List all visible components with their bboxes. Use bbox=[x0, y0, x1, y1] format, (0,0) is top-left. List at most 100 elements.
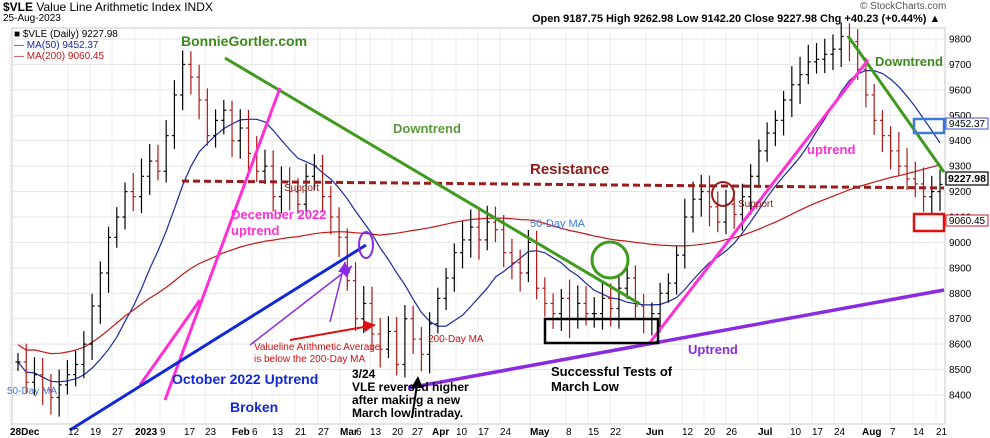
x-tick-label: 7 bbox=[890, 427, 896, 438]
ohlc-bar bbox=[385, 316, 391, 359]
ohlc-bar bbox=[674, 246, 680, 295]
x-tick-label: Mar bbox=[340, 427, 358, 438]
support-label-1: Support bbox=[284, 183, 319, 194]
dec-uptrend-line-a bbox=[163, 87, 282, 401]
oct-uptrend-label: October 2022 Uptrend bbox=[172, 371, 318, 387]
x-tick-label: 17 bbox=[184, 427, 196, 438]
ohlc-bar bbox=[789, 66, 795, 118]
x-tick-label: 13 bbox=[272, 427, 284, 438]
march-uptrend-line bbox=[407, 288, 945, 390]
tests-line1: Successful Tests of bbox=[551, 364, 673, 379]
ohlc-bar bbox=[81, 331, 87, 379]
header-name: Value Line Arithmetic Index INDX bbox=[36, 0, 213, 14]
x-tick-label: 27 bbox=[318, 427, 330, 438]
ohlc-bar bbox=[460, 221, 466, 269]
ohlc-bar bbox=[632, 265, 638, 319]
ohlc-bar bbox=[698, 174, 704, 217]
ohlc-bar bbox=[320, 154, 326, 213]
ohlc-bar bbox=[657, 282, 663, 333]
ma50-mid-label: 50-Day MA bbox=[530, 218, 586, 230]
ohlc-bar bbox=[303, 163, 309, 216]
header-symbol-line: $VLE Value Line Arithmetic Index INDX bbox=[3, 0, 213, 14]
reversal-line2: VLE reversed higher bbox=[352, 380, 469, 394]
x-tick-label: 12 bbox=[682, 427, 694, 438]
ohlc-bar bbox=[690, 181, 696, 233]
ohlc-bar bbox=[814, 43, 820, 74]
x-tick-label: 15 bbox=[588, 427, 600, 438]
ohlc-bar bbox=[344, 228, 350, 291]
x-tick-label: 23 bbox=[205, 427, 217, 438]
reversal-circle bbox=[358, 231, 374, 259]
ohlc-bar bbox=[435, 287, 441, 334]
dec-uptrend-line1: December 2022 bbox=[231, 207, 326, 222]
x-tick-label: 20 bbox=[704, 427, 716, 438]
downtrend-label-1: Downtrend bbox=[393, 121, 461, 136]
ohlc-bar bbox=[171, 80, 177, 149]
x-tick-label: 27 bbox=[112, 427, 124, 438]
y-tick-label: 8800 bbox=[949, 289, 972, 300]
ohlc-bar bbox=[40, 357, 46, 405]
y-tick-label: 8700 bbox=[949, 314, 972, 325]
ohlc-bar bbox=[492, 206, 498, 243]
ohlc-bar bbox=[237, 109, 243, 159]
y-tick-label: 9500 bbox=[949, 111, 972, 122]
breakout-circle bbox=[590, 240, 630, 280]
ohlc-bar bbox=[937, 169, 943, 211]
downtrend-line-1 bbox=[224, 56, 641, 306]
tests-line2: March Low bbox=[551, 379, 620, 394]
y-tick-label: 9300 bbox=[949, 162, 972, 173]
ohlc-bar bbox=[871, 84, 877, 135]
ma200-tag: 9060.45 bbox=[949, 216, 986, 227]
ohlc-bar bbox=[262, 149, 268, 184]
x-tick-label: 28Dec bbox=[10, 427, 40, 438]
x-tick-label: Feb bbox=[232, 427, 250, 438]
legend-ma200: — MA(200) 9060.45 bbox=[14, 51, 105, 62]
ohlc-bar bbox=[122, 182, 128, 230]
x-tick-label: Apr bbox=[432, 427, 449, 438]
ohlc-bar bbox=[517, 249, 523, 292]
x-tick-label: Aug bbox=[862, 427, 881, 438]
x-tick-label: Jun bbox=[646, 427, 664, 438]
ohlc-bar bbox=[410, 305, 416, 355]
ohlc-bar bbox=[805, 44, 811, 85]
ohlc-bar bbox=[246, 109, 251, 174]
ohlc-bar bbox=[89, 293, 95, 360]
ohlc-bar bbox=[196, 64, 202, 120]
reversal-line1: 3/24 bbox=[352, 367, 376, 381]
header-ohlc: Open 9187.75 High 9262.98 Low 9142.20 Cl… bbox=[532, 13, 941, 25]
ohlc-bar bbox=[921, 167, 927, 212]
y-tick-label: 8500 bbox=[949, 365, 972, 376]
ohlc-bar bbox=[822, 38, 828, 74]
resistance-line bbox=[181, 179, 945, 190]
y-tick-label: 9200 bbox=[949, 187, 972, 198]
ohlc-bar bbox=[476, 210, 482, 260]
ohlc-bar bbox=[73, 350, 79, 387]
ohlc-bar bbox=[31, 357, 37, 396]
y-tick-label: 9700 bbox=[949, 60, 972, 71]
ohlc-bar bbox=[599, 282, 605, 330]
ohlc-bar bbox=[863, 57, 869, 108]
x-tick-label: 19 bbox=[90, 427, 102, 438]
ohlc-bar bbox=[114, 207, 120, 248]
ohlc-bar bbox=[591, 297, 597, 328]
close-tag: 9227.98 bbox=[948, 173, 986, 185]
x-tick-label: 6 bbox=[356, 427, 362, 438]
ohlc-bar bbox=[772, 110, 778, 147]
ohlc-bar bbox=[229, 100, 235, 157]
bonnie-label: BonnieGortler.com bbox=[181, 33, 307, 49]
ohlc-bar bbox=[707, 175, 712, 227]
ohlc-bar bbox=[830, 34, 836, 71]
ohlc-bar bbox=[550, 293, 556, 329]
y-axis: 8400850086008700880089009000910092009300… bbox=[949, 35, 972, 402]
x-tick-label: 17 bbox=[812, 427, 824, 438]
ohlc-bar bbox=[328, 186, 334, 235]
close-tag-box bbox=[945, 171, 989, 186]
ohlc-bar bbox=[912, 161, 918, 198]
header-date: 25-Aug-2023 bbox=[3, 13, 61, 24]
below-ma200-line1: Valueline Arithmetic Average bbox=[254, 342, 381, 353]
ma50-line bbox=[17, 70, 941, 383]
trendline-overlays bbox=[69, 35, 946, 432]
ma50-box bbox=[912, 117, 946, 135]
ohlc-bar bbox=[451, 243, 457, 292]
ohlc-bar bbox=[188, 51, 194, 95]
